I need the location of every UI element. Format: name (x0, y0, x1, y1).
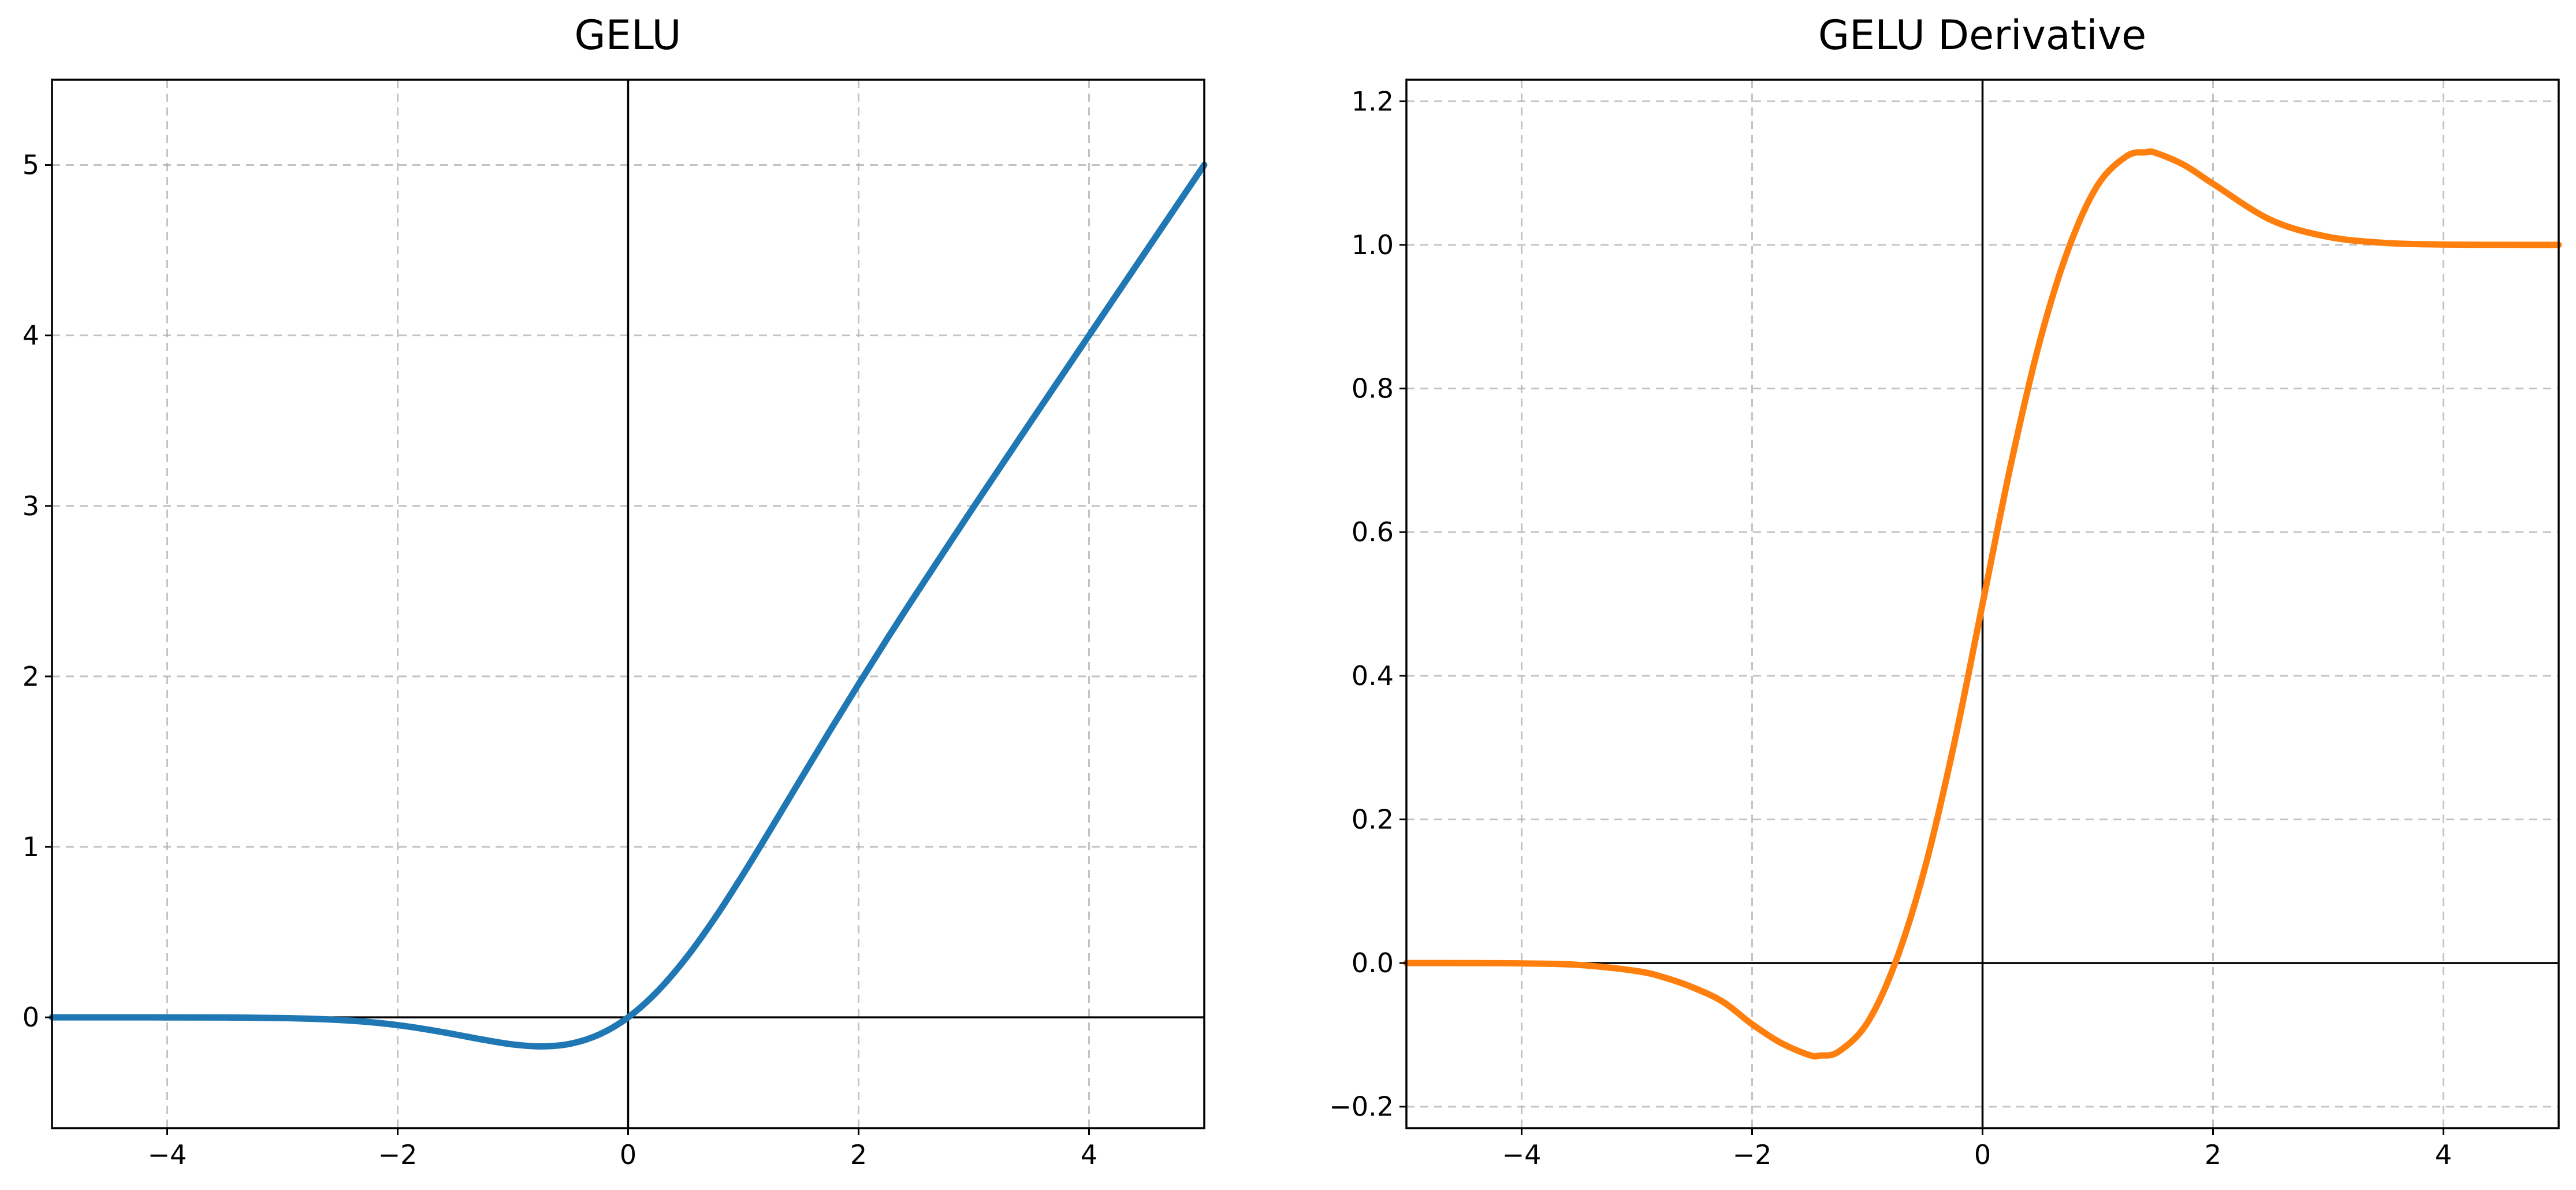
x-tick-label: −4 (148, 1139, 187, 1170)
y-tick-label: 0.0 (1352, 947, 1394, 979)
plot-area (1403, 148, 2562, 1060)
x-tick-label: 0 (1974, 1139, 1991, 1170)
chart-gelu: GELU −4 −2 0 2 4 0 1 2 3 4 5 (23, 12, 1208, 1170)
series-line (1403, 148, 2562, 1060)
y-tick-label: 0.8 (1352, 373, 1394, 404)
y-tick-label: 3 (23, 490, 39, 522)
x-tick-label: 4 (2435, 1139, 2452, 1170)
plot-area (49, 162, 1208, 1050)
x-tick-label: −4 (1502, 1139, 1542, 1170)
y-ticks: −0.2 0.0 0.2 0.4 0.6 0.8 1.0 1.2 (1329, 85, 1406, 1122)
y-tick-label: 0.4 (1352, 660, 1394, 691)
y-tick-label: 1.0 (1352, 229, 1394, 261)
chart-title: GELU (574, 12, 681, 59)
y-tick-label: 1 (23, 831, 39, 862)
y-tick-label: 0 (23, 1002, 39, 1033)
x-tick-label: 2 (850, 1139, 867, 1170)
x-tick-label: −2 (1733, 1139, 1772, 1170)
y-tick-label: 5 (23, 150, 39, 181)
y-tick-label: −0.2 (1329, 1091, 1394, 1122)
x-ticks: −4 −2 0 2 4 (1502, 1128, 2452, 1170)
x-ticks: −4 −2 0 2 4 (148, 1128, 1097, 1170)
x-tick-label: 4 (1081, 1139, 1097, 1170)
y-ticks: 0 1 2 3 4 5 (23, 150, 52, 1033)
series-line (49, 162, 1208, 1050)
y-tick-label: 1.2 (1352, 85, 1394, 117)
y-tick-label: 2 (23, 661, 39, 692)
chart-gelu-derivative: GELU Derivative −4 −2 0 2 4 −0.2 0.0 0.2 0.4 0.6… (1329, 12, 2562, 1170)
y-tick-label: 4 (23, 320, 39, 351)
x-tick-label: 0 (620, 1139, 636, 1170)
x-tick-label: −2 (378, 1139, 418, 1170)
chart-title: GELU Derivative (1818, 12, 2146, 59)
x-tick-label: 2 (2205, 1139, 2221, 1170)
y-tick-label: 0.2 (1352, 804, 1394, 835)
y-tick-label: 0.6 (1352, 516, 1394, 548)
